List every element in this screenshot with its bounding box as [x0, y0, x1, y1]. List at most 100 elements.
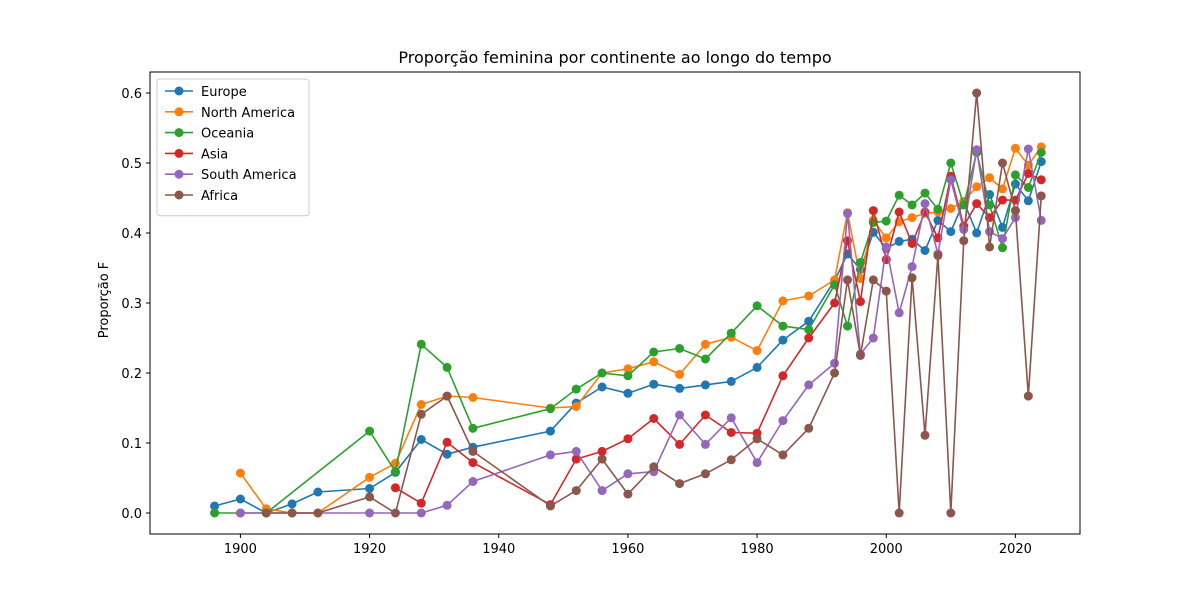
data-point: [365, 484, 375, 493]
series-south-america: [235, 144, 1046, 518]
data-point: [985, 242, 995, 252]
data-point: [597, 486, 607, 496]
data-point: [894, 190, 904, 200]
series-africa: [261, 88, 1046, 518]
series-europe: [210, 157, 1046, 518]
y-tick-label: 0.1: [121, 437, 142, 452]
data-point: [313, 487, 323, 497]
data-point: [752, 458, 762, 468]
legend-label: South America: [201, 168, 297, 183]
data-point: [920, 246, 930, 255]
data-point: [1010, 170, 1020, 180]
y-tick-label: 0.3: [121, 297, 142, 312]
data-point: [1023, 391, 1033, 401]
data-point: [726, 428, 736, 437]
legend-item: South America: [165, 168, 297, 183]
data-point: [907, 213, 917, 223]
data-point: [700, 354, 710, 364]
data-point: [946, 158, 956, 168]
data-point: [649, 347, 659, 357]
x-tick-label: 2020: [999, 542, 1032, 557]
data-point: [946, 204, 956, 213]
data-point: [597, 454, 607, 464]
data-point: [752, 434, 762, 444]
data-point: [416, 409, 426, 419]
data-point: [804, 291, 814, 301]
data-point: [571, 446, 581, 456]
data-point: [675, 383, 685, 393]
data-point: [778, 450, 788, 460]
data-point: [313, 508, 323, 518]
x-tick-label: 1940: [482, 542, 515, 557]
data-point: [804, 325, 814, 335]
data-point: [752, 346, 762, 356]
data-point: [778, 371, 788, 381]
data-point: [868, 275, 878, 285]
data-point: [675, 369, 685, 379]
data-point: [623, 371, 633, 381]
data-point: [597, 368, 607, 378]
data-point: [390, 467, 400, 477]
data-point: [804, 316, 814, 326]
data-point: [649, 379, 659, 389]
data-point: [416, 400, 426, 409]
legend-item: North America: [165, 106, 295, 121]
data-point: [700, 469, 710, 479]
data-point: [998, 234, 1007, 244]
data-point: [843, 321, 852, 331]
legend-marker: [174, 86, 184, 96]
data-point: [804, 380, 814, 390]
data-point: [843, 275, 852, 285]
data-point: [675, 344, 685, 353]
data-point: [623, 489, 633, 499]
data-point: [972, 182, 982, 192]
data-point: [700, 380, 710, 390]
data-point: [545, 404, 555, 414]
data-point: [571, 486, 581, 496]
legend: Europe North America Oceania Asia South Amer…: [156, 78, 310, 217]
data-point: [959, 236, 969, 246]
legend-item: Oceania: [165, 127, 254, 142]
data-point: [649, 357, 659, 367]
data-point: [1023, 144, 1033, 154]
data-point: [998, 184, 1007, 194]
data-point: [881, 233, 891, 243]
x-tick-label: 1920: [353, 542, 386, 557]
legend-marker: [174, 148, 184, 158]
data-point: [649, 462, 659, 472]
data-point: [726, 455, 736, 465]
x-tick-label: 1980: [741, 542, 774, 557]
data-point: [868, 333, 878, 343]
data-point: [1023, 196, 1033, 206]
data-point: [649, 414, 659, 423]
y-tick-label: 0.4: [121, 227, 142, 242]
data-point: [998, 158, 1007, 168]
data-point: [920, 430, 930, 440]
legend-label: Oceania: [201, 127, 254, 142]
data-point: [235, 468, 245, 478]
series-oceania: [210, 148, 1046, 518]
data-point: [894, 236, 904, 246]
data-point: [881, 216, 891, 226]
data-point: [442, 500, 452, 510]
data-point: [1036, 175, 1046, 185]
x-tick-label: 1960: [611, 542, 644, 557]
data-point: [804, 423, 814, 433]
data-point: [726, 413, 736, 423]
series-line: [266, 92, 1043, 514]
legend-item: Africa: [165, 189, 238, 204]
legend-marker: [174, 169, 184, 179]
legend-marker: [174, 128, 184, 138]
data-point: [778, 321, 788, 331]
data-point: [442, 362, 452, 372]
data-point: [946, 227, 956, 237]
data-point: [235, 508, 245, 518]
data-point: [894, 207, 904, 217]
legend-label: Asia: [201, 147, 228, 162]
data-point: [287, 508, 297, 518]
data-point: [442, 437, 452, 447]
data-point: [933, 204, 943, 214]
data-point: [623, 364, 633, 374]
legend-box: [156, 78, 310, 217]
data-point: [894, 508, 904, 518]
